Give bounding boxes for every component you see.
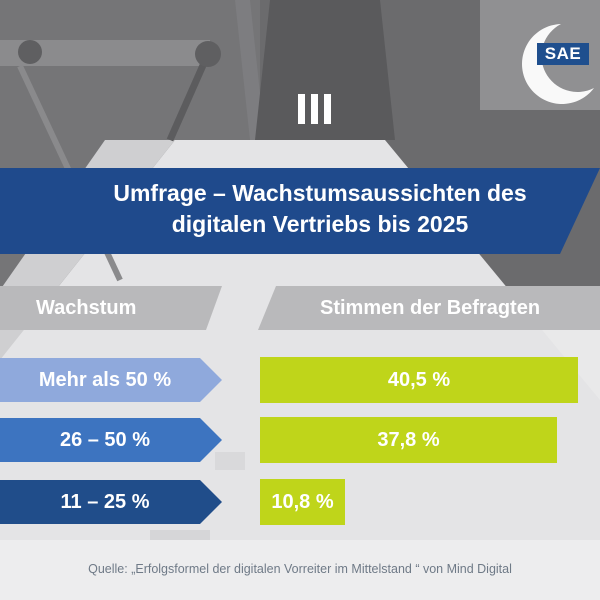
category-arrow-2 [0, 480, 222, 524]
lamp-stripe-1 [298, 94, 305, 124]
arm-line-2 [166, 52, 212, 142]
header-stimmen: Stimmen der Befragten [258, 286, 600, 330]
value-label-0: 40,5 % [387, 369, 451, 391]
value-bar-2 [260, 479, 345, 525]
category-arrow-1 [0, 418, 222, 462]
category-arrow-0 [0, 358, 222, 402]
pole [235, 0, 265, 140]
footer-band [0, 540, 600, 600]
title-banner [0, 168, 600, 254]
sae-logo-text: SAE [537, 43, 589, 65]
value-label-2: 10,8 % [271, 491, 334, 513]
lamp-stripe-2 [311, 94, 318, 124]
lower-shape-2 [150, 530, 210, 540]
lamp-hood [255, 0, 395, 140]
header-right-label: Stimmen der Befragten [320, 297, 541, 319]
source-note: Quelle: „Erfolgsformel der digitalen Vor… [88, 562, 512, 576]
lamp-stripe-3 [324, 94, 331, 124]
header-right-shape [258, 286, 600, 330]
value-bar-1 [260, 417, 557, 463]
value-bar-0 [260, 357, 578, 403]
category-label-1: 26 – 50 % [59, 429, 151, 451]
header-left-shape [0, 286, 222, 330]
chart-title-line-1: Umfrage – Wachstumsaussichten des [113, 180, 527, 206]
header-left-label: Wachstum [36, 297, 137, 319]
chart-title: Umfrage – Wachstumsaussichten des digita… [40, 178, 600, 244]
arm-joint-2 [195, 41, 221, 67]
category-label-2: 11 – 25 % [60, 491, 150, 513]
arm-joint-1 [18, 40, 42, 64]
value-label-1: 37,8 % [377, 429, 440, 451]
chart-title-line-2: digitalen Vertriebs bis 2025 [171, 211, 469, 237]
lower-shape-1 [215, 452, 245, 470]
category-label-0: Mehr als 50 % [38, 369, 172, 391]
header-wachstum: Wachstum [0, 286, 222, 330]
